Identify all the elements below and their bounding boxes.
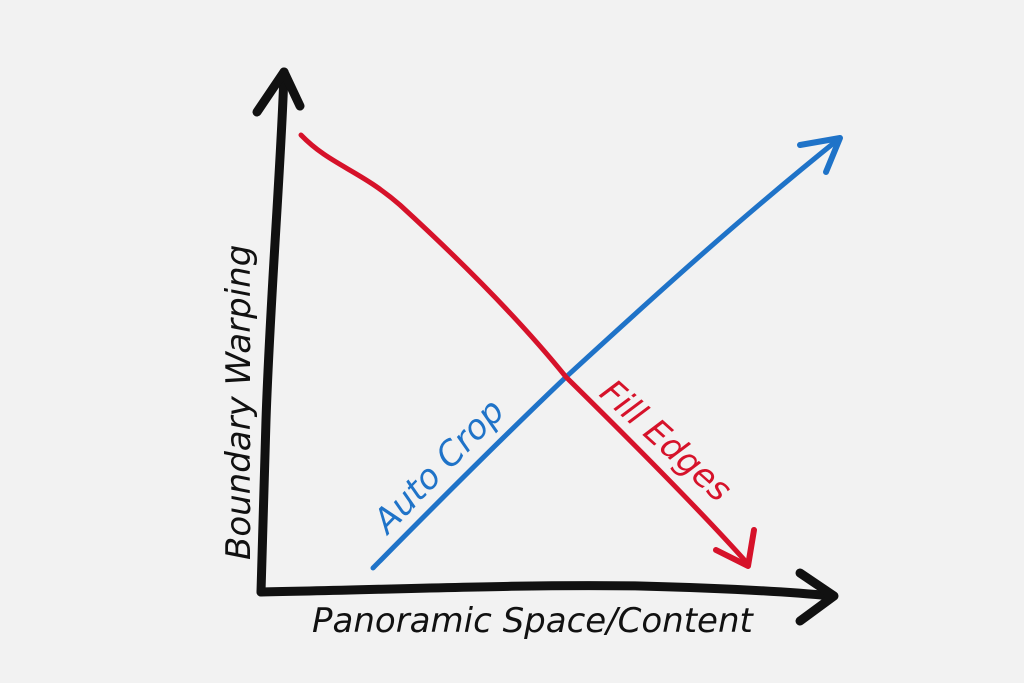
y-axis <box>256 67 289 597</box>
fill-edges-label: Fill Edges <box>592 372 739 510</box>
x-axis-arrowhead <box>795 568 839 626</box>
axes <box>252 67 839 626</box>
auto-crop-line <box>370 135 843 571</box>
fill-edges-arrowhead <box>713 527 757 569</box>
y-axis-arrowhead <box>252 67 305 117</box>
fill-edges-series <box>298 132 757 569</box>
x-axis <box>256 581 837 601</box>
auto-crop-label: Auto Crop <box>364 391 512 542</box>
x-axis-label: Panoramic Space/Content <box>312 601 755 641</box>
y-axis-label: Boundary Warping <box>219 245 259 560</box>
fill-edges-line <box>298 132 751 567</box>
auto-crop-arrowhead <box>797 135 843 175</box>
auto-crop-series <box>370 135 843 571</box>
